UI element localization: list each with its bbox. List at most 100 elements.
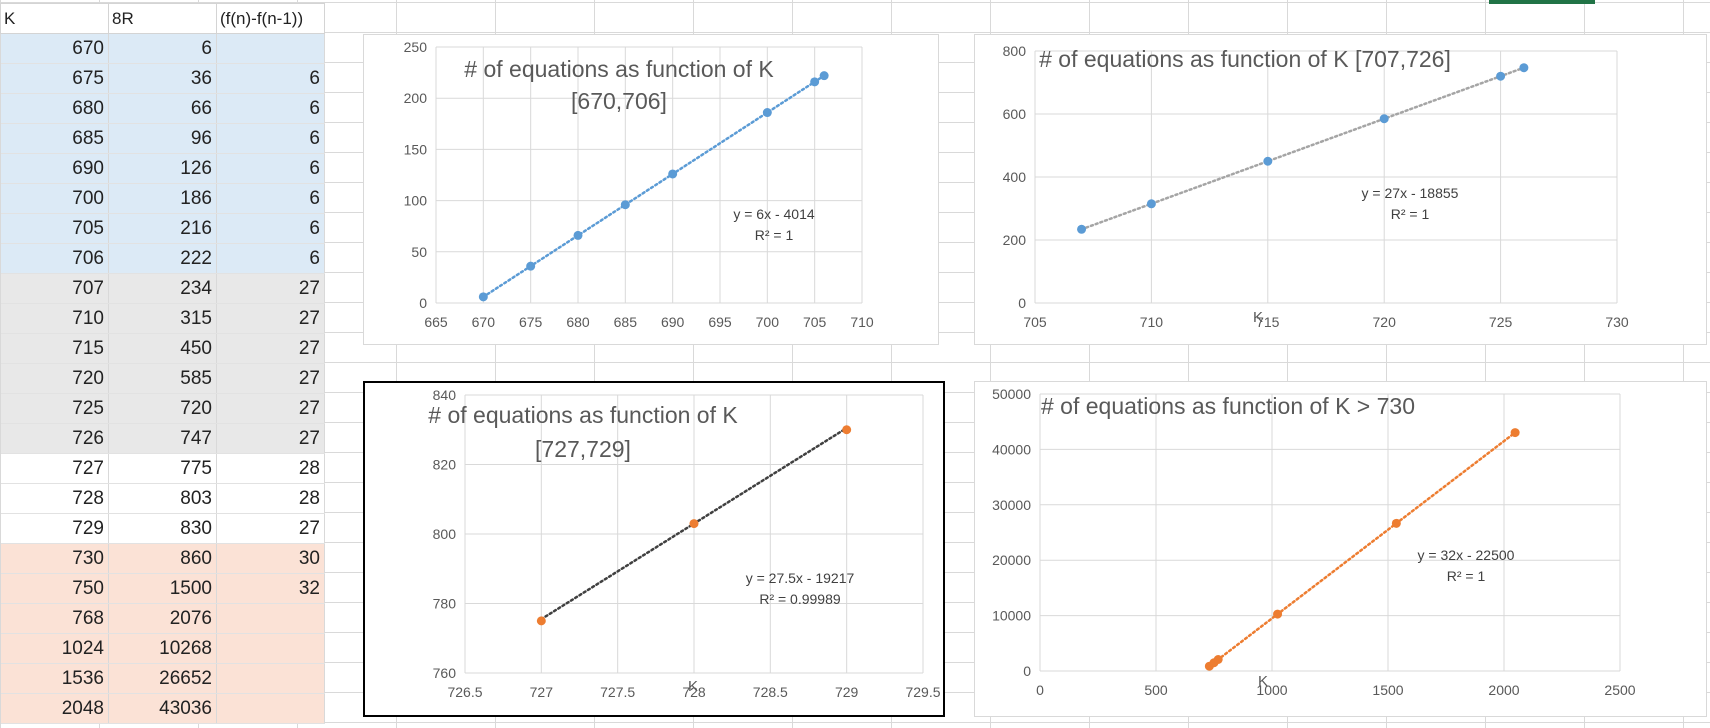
cell-diff[interactable]: 6 xyxy=(216,153,325,184)
cell-diff[interactable]: 30 xyxy=(216,543,325,574)
cell-diff[interactable]: 6 xyxy=(216,183,325,214)
trendline xyxy=(1080,66,1526,231)
cell-8r[interactable]: 775 xyxy=(108,453,217,484)
cell-diff[interactable] xyxy=(216,33,325,64)
y-tick-label: 100 xyxy=(404,193,428,209)
chart-k-727-729[interactable]: 726.5 727 727.5 728 728.5 729 729.5 760 780 800 82… xyxy=(363,381,945,717)
x-tick-label: 680 xyxy=(566,314,590,330)
cell-8r[interactable]: 96 xyxy=(108,123,217,154)
cell-k[interactable]: 2048 xyxy=(0,693,109,724)
cell-8r[interactable]: 450 xyxy=(108,333,217,364)
cell-8r[interactable]: 234 xyxy=(108,273,217,304)
cell-diff[interactable]: 28 xyxy=(216,453,325,484)
cell-k[interactable]: 670 xyxy=(0,33,109,64)
data-point xyxy=(819,71,829,81)
cell-k[interactable]: 720 xyxy=(0,363,109,394)
cell-diff[interactable]: 27 xyxy=(216,273,325,304)
trend-r-squared: R² = 0.99989 xyxy=(759,591,841,607)
cell-diff[interactable]: 27 xyxy=(216,363,325,394)
cell-diff[interactable] xyxy=(216,663,325,694)
cell-k[interactable]: 726 xyxy=(0,423,109,454)
cell-8r[interactable]: 2076 xyxy=(108,603,217,634)
cell-8r[interactable]: 43036 xyxy=(108,693,217,724)
chart-k-707-726[interactable]: 705 710 715 720 725 730 0 200 400 600 800 # of equa… xyxy=(974,34,1707,345)
cell-8r[interactable]: 1500 xyxy=(108,573,217,604)
cell-diff[interactable]: 27 xyxy=(216,303,325,334)
cell-diff[interactable]: 27 xyxy=(216,513,325,544)
header-8r[interactable]: 8R xyxy=(108,3,217,34)
cell-k[interactable]: 710 xyxy=(0,303,109,334)
cell-diff[interactable]: 6 xyxy=(216,213,325,244)
cell-diff[interactable]: 27 xyxy=(216,423,325,454)
cell-diff[interactable] xyxy=(216,633,325,664)
cell-8r[interactable]: 6 xyxy=(108,33,217,64)
cell-k[interactable]: 700 xyxy=(0,183,109,214)
cell-k[interactable]: 685 xyxy=(0,123,109,154)
x-tick-label: 675 xyxy=(519,314,543,330)
chart-title: # of equations as function of K xyxy=(428,402,738,428)
cell-diff[interactable]: 27 xyxy=(216,393,325,424)
table-row: 670 6 xyxy=(0,33,325,64)
x-axis-label: K xyxy=(1253,309,1263,326)
cell-8r[interactable]: 222 xyxy=(108,243,217,274)
cell-8r[interactable]: 66 xyxy=(108,93,217,124)
cell-k[interactable]: 725 xyxy=(0,393,109,424)
cell-k[interactable]: 768 xyxy=(0,603,109,634)
cell-k[interactable]: 715 xyxy=(0,333,109,364)
cell-k[interactable]: 1024 xyxy=(0,633,109,664)
data-point xyxy=(536,616,546,626)
cell-diff[interactable]: 6 xyxy=(216,243,325,274)
cell-diff[interactable]: 6 xyxy=(216,93,325,124)
cell-8r[interactable]: 36 xyxy=(108,63,217,94)
cell-8r[interactable]: 747 xyxy=(108,423,217,454)
header-k[interactable]: K xyxy=(0,3,109,34)
cell-diff[interactable]: 32 xyxy=(216,573,325,604)
y-tick-label: 0 xyxy=(1023,663,1031,679)
cell-8r[interactable]: 315 xyxy=(108,303,217,334)
x-tick-label: 728 xyxy=(682,684,706,700)
cell-k[interactable]: 750 xyxy=(0,573,109,604)
x-tick-label: 715 xyxy=(1256,314,1280,330)
cell-8r[interactable]: 860 xyxy=(108,543,217,574)
cell-k[interactable]: 727 xyxy=(0,453,109,484)
cell-k[interactable]: 728 xyxy=(0,483,109,514)
cell-k[interactable]: 730 xyxy=(0,543,109,574)
cell-k[interactable]: 680 xyxy=(0,93,109,124)
table-row: 727 775 28 xyxy=(0,453,325,484)
cell-8r[interactable]: 216 xyxy=(108,213,217,244)
chart-k-670-706[interactable]: 665 670 675 680 685 690 695 700 705 710 0 50 100 150 2… xyxy=(363,34,939,345)
y-tick-label: 0 xyxy=(1018,295,1026,311)
table-row: 685 96 6 xyxy=(0,123,325,154)
data-point xyxy=(1519,63,1529,73)
cell-k[interactable]: 675 xyxy=(0,63,109,94)
cell-8r[interactable]: 720 xyxy=(108,393,217,424)
cell-8r[interactable]: 186 xyxy=(108,183,217,214)
cell-8r[interactable]: 126 xyxy=(108,153,217,184)
x-tick-label: 695 xyxy=(708,314,732,330)
cell-8r[interactable]: 10268 xyxy=(108,633,217,664)
cell-k[interactable]: 690 xyxy=(0,153,109,184)
cell-8r[interactable]: 585 xyxy=(108,363,217,394)
cell-diff[interactable] xyxy=(216,603,325,634)
x-tick-label: 728.5 xyxy=(753,684,788,700)
x-tick-label: 500 xyxy=(1144,682,1168,698)
header-diff[interactable]: (f(n)-f(n-1)) xyxy=(216,3,325,34)
chart-k-above-730[interactable]: 0 500 1000 1500 2000 2500 0 10000 20000 30000 4000… xyxy=(974,381,1707,717)
cell-k[interactable]: 729 xyxy=(0,513,109,544)
cell-diff[interactable]: 6 xyxy=(216,123,325,154)
cell-k[interactable]: 707 xyxy=(0,273,109,304)
cell-diff[interactable]: 28 xyxy=(216,483,325,514)
cell-k[interactable]: 705 xyxy=(0,213,109,244)
cell-diff[interactable]: 6 xyxy=(216,63,325,94)
x-tick-label: 690 xyxy=(661,314,685,330)
cell-8r[interactable]: 830 xyxy=(108,513,217,544)
cell-8r[interactable]: 26652 xyxy=(108,663,217,694)
cell-8r[interactable]: 803 xyxy=(108,483,217,514)
table-row: 706 222 6 xyxy=(0,243,325,274)
trend-r-squared: R² = 1 xyxy=(755,227,794,243)
cell-diff[interactable] xyxy=(216,693,325,724)
cell-k[interactable]: 1536 xyxy=(0,663,109,694)
chart-subtitle: [727,729] xyxy=(535,436,631,462)
cell-k[interactable]: 706 xyxy=(0,243,109,274)
cell-diff[interactable]: 27 xyxy=(216,333,325,364)
